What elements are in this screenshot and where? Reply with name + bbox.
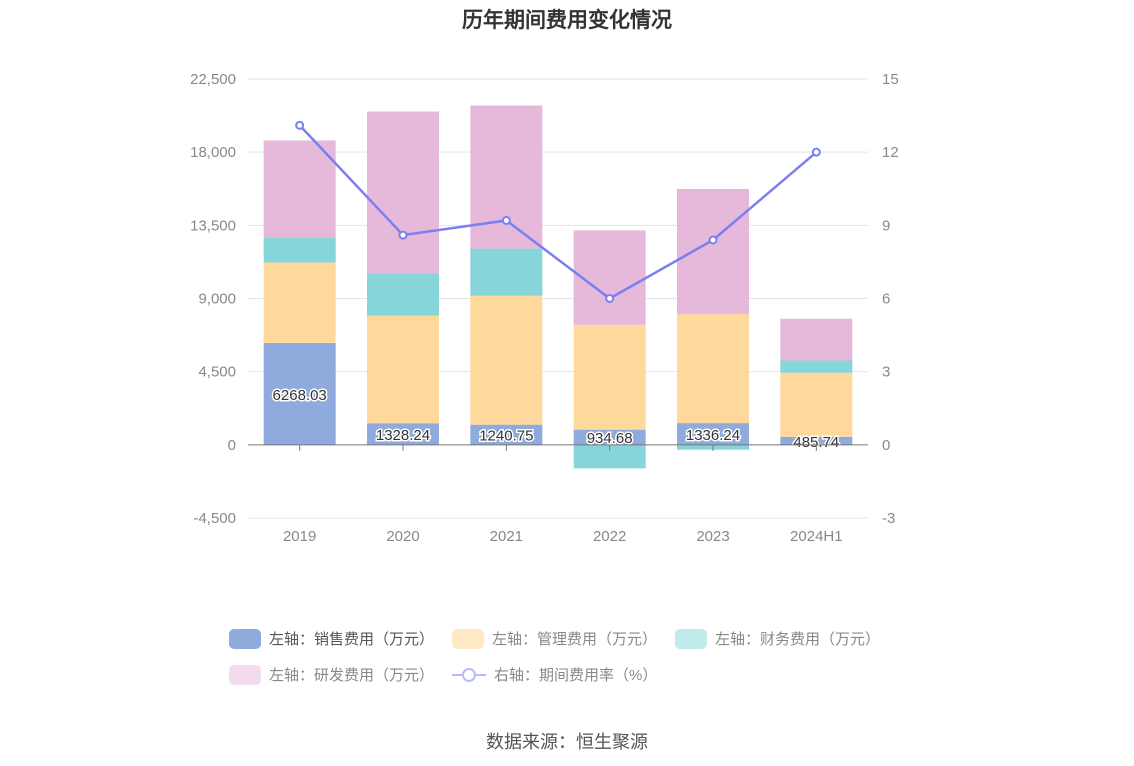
- rate-point: [295, 120, 305, 130]
- x-axis-tick-label: 2021: [490, 528, 523, 545]
- x-axis-tick-label: 2024H1: [790, 528, 843, 545]
- bar-finance: [573, 444, 646, 469]
- bar-sales: [677, 423, 749, 445]
- chart-title: 历年期间费用变化情况: [462, 9, 672, 32]
- legend-item-sales[interactable]: 左轴：销售费用（万元）: [229, 628, 434, 649]
- bar-sales: [263, 342, 336, 445]
- right-axis-tick-label: 3: [882, 364, 890, 381]
- axes: 22,500 18,000 13,500 9,000 4,500 0 -4,500 15 12 9…: [190, 71, 899, 545]
- bar-rd: [780, 318, 853, 361]
- legend-label-sales: 左轴：销售费用（万元）: [269, 631, 435, 648]
- rate-line: [295, 120, 821, 303]
- legend-swatch-finance: [675, 628, 708, 649]
- left-axis-tick-label: 22,500: [190, 71, 236, 88]
- left-axis-tick-label: 4,500: [198, 364, 236, 381]
- rate-point: [708, 235, 718, 245]
- bar-finance: [470, 248, 543, 296]
- legend-item-admin[interactable]: 左轴：管理费用（万元）: [452, 628, 657, 649]
- bar-admin: [263, 262, 336, 343]
- left-axis-tick-label: -4,500: [193, 510, 236, 527]
- bar-rd: [677, 188, 749, 315]
- rate-point: [605, 294, 615, 303]
- bar-sales: [367, 423, 439, 445]
- right-axis-tick-label: 12: [882, 144, 899, 161]
- bar-rd: [470, 105, 543, 249]
- rate-point: [811, 147, 821, 157]
- x-axis-tick-label: 2019: [283, 528, 316, 545]
- legend-label-rate: 右轴：期间费用率（%）: [494, 667, 658, 684]
- bar-finance: [263, 237, 336, 263]
- legend-line-icon: [452, 665, 487, 685]
- bar-value-label: 485.74: [793, 434, 839, 451]
- right-axis-tick-label: 6: [882, 291, 890, 308]
- x-axis-tick-label: 2023: [696, 528, 729, 545]
- bar-sales: [780, 436, 853, 445]
- right-axis-tick-label: 0: [882, 437, 890, 454]
- bar-admin: [573, 324, 646, 430]
- x-axis-tick-label: 2022: [593, 528, 626, 545]
- bar-rd: [367, 111, 439, 274]
- data-labels: 6268.03 1328.24 1240.75 934.68 1336.24 485.74: [271, 385, 841, 452]
- bar-admin: [470, 295, 543, 425]
- legend-item-rd[interactable]: 左轴：研发费用（万元）: [229, 664, 434, 685]
- bar-value-label: 1336.24: [686, 427, 740, 444]
- left-axis-tick-label: 0: [228, 437, 236, 454]
- right-axis-tick-label: -3: [882, 510, 895, 527]
- rate-point: [501, 215, 511, 225]
- legend-swatch-admin: [452, 628, 485, 649]
- legend-swatch-sales: [229, 628, 261, 649]
- left-axis-tick-label: 9,000: [198, 291, 236, 308]
- legend-swatch-rd: [229, 664, 261, 685]
- right-axis-tick-label: 9: [882, 217, 890, 234]
- legend-row-1: 左轴：销售费用（万元） 左轴：管理费用（万元） 左轴：财务费用（万元）: [229, 628, 898, 649]
- bar-rd: [573, 230, 646, 325]
- grid-lines: [248, 78, 868, 519]
- legend-item-rate[interactable]: 右轴：期间费用率（%）: [452, 664, 657, 685]
- bar-value-label: 1240.75: [479, 428, 533, 445]
- right-axis-tick-label: 15: [882, 71, 899, 88]
- bar-finance: [367, 273, 439, 316]
- legend-item-finance[interactable]: 左轴：财务费用（万元）: [675, 628, 880, 649]
- x-axis-tick-label: 2020: [386, 528, 419, 545]
- bar-admin: [367, 315, 439, 424]
- left-axis-tick-label: 18,000: [190, 144, 236, 161]
- legend-label-admin: 左轴：管理费用（万元）: [492, 631, 658, 648]
- source-note: 数据来源：恒生聚源: [486, 732, 648, 752]
- bar-value-label: 934.68: [587, 430, 633, 447]
- legend-row-2: 左轴：研发费用（万元） 右轴：期间费用率（%）: [229, 664, 675, 685]
- bar-admin: [780, 372, 853, 437]
- rate-line-path: [298, 124, 818, 300]
- left-axis-tick-label: 13,500: [190, 217, 236, 234]
- bar-finance: [780, 360, 853, 373]
- bar-sales: [573, 429, 646, 445]
- legend-label-finance: 左轴：财务费用（万元）: [715, 631, 881, 648]
- bar-value-label: 1328.24: [376, 427, 430, 444]
- bars: [263, 105, 853, 469]
- bar-admin: [677, 314, 749, 424]
- bar-value-label: 6268.03: [273, 387, 327, 404]
- bar-sales: [470, 424, 543, 445]
- bar-rd: [263, 140, 336, 238]
- legend-label-rd: 左轴：研发费用（万元）: [269, 667, 435, 684]
- rate-point: [398, 230, 408, 240]
